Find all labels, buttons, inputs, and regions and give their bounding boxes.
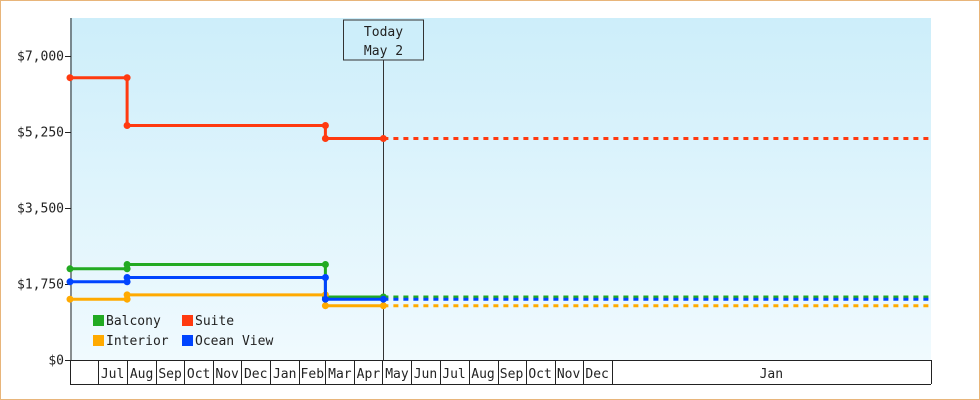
x-tick-label: Oct [187,367,210,382]
legend-label: Ocean View [195,334,273,349]
x-tick-label: Aug [130,367,153,382]
x-tick-label: Nov [557,367,581,382]
data-point [123,122,131,129]
x-tick-label: Dec [585,367,608,382]
x-tick-label: Sep [500,367,524,382]
series-line [70,293,384,308]
legend-swatch [182,315,193,326]
data-point [123,291,131,299]
data-point [321,122,329,129]
series-line [70,276,384,301]
legend-swatch [93,315,104,326]
x-tick-label: Jan [760,367,783,382]
x-tick-label: Oct [528,367,551,382]
x-tick-label: Jun [414,367,437,382]
legend-label: Interior [106,334,169,349]
data-point [123,274,131,281]
x-tick-label: Nov [215,367,239,382]
today-label: Today [364,25,403,40]
data-point [123,74,131,82]
y-tick-label: $1,750 [17,278,64,293]
x-tick-label: Jul [442,367,465,382]
y-tick-label: $7,000 [17,50,64,65]
today-date-label: May 2 [364,44,403,59]
y-tick-label: $5,250 [17,126,64,141]
x-tick-label: Sep [158,367,182,382]
data-point [66,278,74,286]
x-tick-label: Aug [471,367,494,382]
plot-area [70,18,931,360]
x-tick-label: Jul [101,367,124,382]
data-point [123,261,131,268]
series-line [70,263,384,299]
legend-swatch [93,335,104,346]
legend-swatch [182,335,193,346]
data-point [321,295,329,303]
x-tick-label: Apr [357,367,381,382]
data-point [66,74,74,82]
today-label-box [343,19,424,61]
y-tick-label: $0 [48,354,64,369]
data-point [321,261,329,268]
x-tick-label: Mar [328,367,352,382]
data-point [66,265,74,273]
legend-label: Balcony [106,314,161,329]
x-tick-label: Jan [273,367,296,382]
data-point [321,135,329,142]
data-point [321,302,329,310]
y-tick-label: $3,500 [17,202,64,217]
x-tick-label: Feb [301,367,325,382]
legend-label: Suite [195,314,234,329]
data-point [321,274,329,281]
data-point [66,295,74,303]
x-tick-label: Dec [244,367,267,382]
x-tick-label: May [385,367,409,382]
series-line [70,76,384,140]
